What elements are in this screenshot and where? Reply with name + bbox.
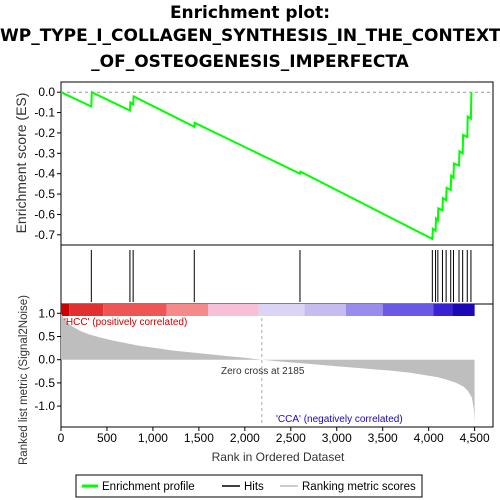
es-panel: 0.0 -0.1 -0.2 -0.3 -0.4 -0.5 -0.6 -0.7 xyxy=(34,85,493,242)
ranking-metric-area xyxy=(61,313,475,423)
es-y-tick-label: 0.0 xyxy=(38,85,55,99)
x-tick-label: 4,500 xyxy=(460,431,490,445)
x-tick-label: 3,000 xyxy=(322,431,352,445)
es-y-tick-label: -0.6 xyxy=(34,207,55,221)
hits-panel-frame xyxy=(60,244,494,305)
es-axis-label: Enrichment score (ES) xyxy=(13,93,29,234)
metric-y-tick-label: 0.5 xyxy=(38,329,55,343)
plot-title-line-2: WP_TYPE_I_COLLAGEN_SYNTHESIS_IN_THE_CONT… xyxy=(0,26,500,46)
color-bar-segment xyxy=(452,304,475,316)
es-y-tick-label: -0.5 xyxy=(34,187,55,201)
metric-y-tick-label: 0.0 xyxy=(38,353,55,367)
legend-box xyxy=(75,474,423,498)
x-axis-label: Rank in Ordered Dataset xyxy=(212,450,345,464)
hits-panel xyxy=(90,250,472,302)
positive-correlation-label: 'HCC' (positively correlated) xyxy=(64,317,187,328)
color-bar-segment xyxy=(69,304,104,316)
color-bar-segment xyxy=(382,304,434,316)
zero-cross-label: Zero cross at 2185 xyxy=(221,366,305,377)
legend: Enrichment profile Hits Ranking metric s… xyxy=(75,474,423,498)
es-y-tick-label: -0.1 xyxy=(34,106,55,120)
x-tick-label: 500 xyxy=(97,431,117,445)
plot-title-line-3: _OF_OSTEOGENESIS_IMPERFECTA xyxy=(91,52,409,72)
ranked-list-color-bar xyxy=(61,304,475,316)
color-bar-segment xyxy=(258,304,305,316)
metric-y-tick-label: 1.0 xyxy=(38,306,55,320)
metric-y-tick-label: -1.0 xyxy=(34,399,55,413)
x-tick-label: 1,000 xyxy=(138,431,168,445)
es-y-tick-label: -0.4 xyxy=(34,167,55,181)
x-tick-label: 2,000 xyxy=(230,431,260,445)
es-y-tick-label: -0.2 xyxy=(34,126,55,140)
color-bar-segment xyxy=(304,304,346,316)
color-bar-segment xyxy=(345,304,383,316)
plot-title-line-1: Enrichment plot: xyxy=(169,3,331,23)
color-bar-segment xyxy=(433,304,453,316)
enrichment-profile-line xyxy=(60,90,473,241)
x-tick-label: 4,000 xyxy=(414,431,444,445)
metric-panel: 1.0 0.5 0.0 -0.5 -1.0 0 500 1,000 1,500 2,000 2,50… xyxy=(34,306,490,445)
negative-correlation-label: 'CCA' (negatively correlated) xyxy=(276,414,403,425)
x-tick-label: 0 xyxy=(58,431,65,445)
color-bar-segment xyxy=(208,304,259,316)
es-y-tick-label: -0.3 xyxy=(34,146,55,160)
color-bar-segment xyxy=(166,304,209,316)
metric-y-tick-label: -0.5 xyxy=(34,376,55,390)
x-tick-label: 1,500 xyxy=(184,431,214,445)
legend-metric-label: Ranking metric scores xyxy=(302,481,416,493)
x-tick-label: 2,500 xyxy=(276,431,306,445)
legend-hits-label: Hits xyxy=(244,481,264,493)
color-bar-segment xyxy=(103,304,167,316)
x-tick-label: 3,500 xyxy=(368,431,398,445)
legend-enrichment-label: Enrichment profile xyxy=(102,481,195,493)
metric-axis-label: Ranked list metric (Signal2Noise) xyxy=(18,295,30,465)
es-y-tick-label: -0.7 xyxy=(34,228,55,242)
color-bar-segment xyxy=(61,304,70,316)
